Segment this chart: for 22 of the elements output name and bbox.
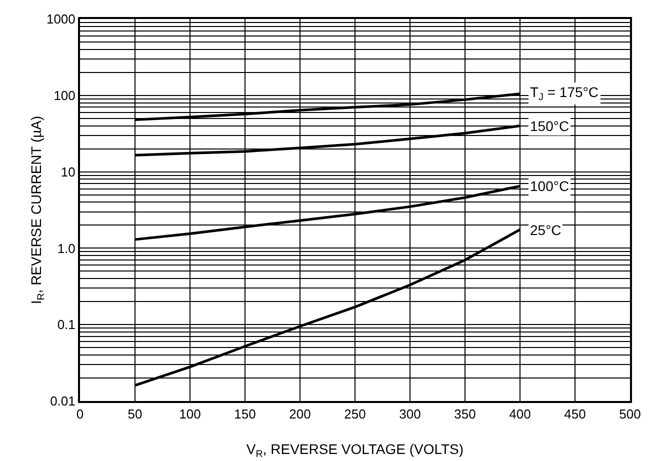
x-tick-label: 50 [128,406,142,422]
x-tick-label: 500 [619,406,641,422]
x-tick-label: 200 [289,406,311,422]
y-tick-label: 1.0 [57,240,76,256]
x-tick-label: 250 [344,406,366,422]
x-tick-label: 350 [454,406,476,422]
x-tick-label: 100 [179,406,201,422]
series-label: T$_{J}$ = 175°C [530,84,598,103]
y-tick-label: 100 [54,88,76,103]
x-tick-label: 400 [509,406,531,422]
x-tick-label: 0 [76,406,84,422]
series-label: 25°C [530,222,562,238]
x-tick-label: 150 [234,406,256,422]
y-tick-label: 1000 [46,12,76,27]
y-tick-label: 0.1 [57,317,76,332]
series-label: 100°C [530,178,570,194]
x-axis-title: V$_{R}$, REVERSE VOLTAGE (VOLTS) [246,441,464,460]
y-tick-label: 0.01 [50,394,76,409]
x-tick-label: 450 [564,406,586,422]
series-label: 150°C [530,118,570,134]
x-tick-label: 300 [399,406,421,422]
y-tick-label: 10 [60,164,76,180]
